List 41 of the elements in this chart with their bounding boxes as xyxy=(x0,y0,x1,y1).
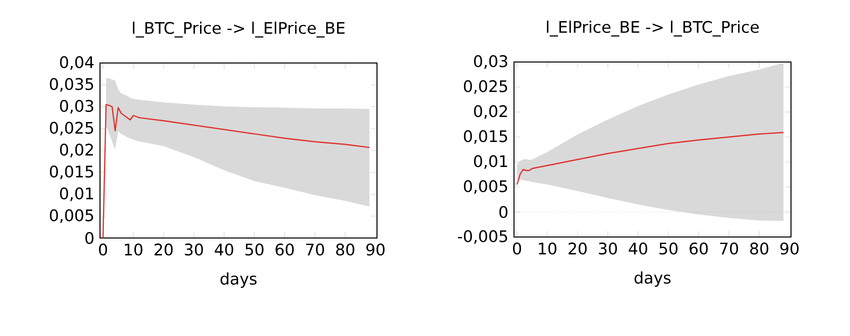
x-tick-label: 40 xyxy=(628,242,648,255)
y-tick-label: 0,025 xyxy=(50,122,94,136)
y-tick-label: 0,02 xyxy=(60,144,93,158)
x-tick-label: 60 xyxy=(690,242,708,255)
x-tick-label: 70 xyxy=(306,244,324,256)
y-tick-label: 0,015 xyxy=(50,166,94,180)
y-tick-label: -0,005 xyxy=(458,230,508,244)
x-tick-label: 0 xyxy=(99,244,108,256)
y-tick-label: 0 xyxy=(85,232,94,244)
x-tick-label: 90 xyxy=(366,244,385,256)
y-tick-label: 0,01 xyxy=(60,187,94,202)
x-tick-label: 90 xyxy=(780,242,799,255)
x-tick-label: 10 xyxy=(124,244,142,256)
y-tick-label: 0,03 xyxy=(474,55,508,69)
x-tick-label: 80 xyxy=(750,242,768,255)
x-tick-label: 40 xyxy=(214,244,234,256)
y-tick-label: 0,025 xyxy=(464,80,508,94)
x-axis-title: days xyxy=(220,272,257,288)
x-axis-title: days xyxy=(634,271,671,287)
y-tick-label: 0,005 xyxy=(464,180,508,194)
y-tick-label: 0,02 xyxy=(474,105,507,119)
x-tick-label: 20 xyxy=(154,244,173,256)
x-tick-label: 0 xyxy=(513,242,522,255)
x-tick-label: 60 xyxy=(276,244,294,256)
x-tick-label: 50 xyxy=(245,244,264,256)
y-tick-label: 0,03 xyxy=(60,100,94,114)
x-tick-label: 30 xyxy=(184,244,203,256)
y-tick-label: 0,01 xyxy=(474,155,508,169)
x-tick-label: 30 xyxy=(598,242,617,255)
chart-title: l_ElPrice_BE -> l_BTC_Price xyxy=(546,20,759,37)
x-tick-label: 80 xyxy=(336,244,354,256)
y-tick-label: 0,04 xyxy=(60,56,94,70)
x-tick-label: 70 xyxy=(720,242,738,255)
y-tick-label: 0,005 xyxy=(50,209,94,223)
y-tick-label: 0,035 xyxy=(50,78,94,92)
y-tick-label: 0,015 xyxy=(464,130,508,144)
x-tick-label: 20 xyxy=(568,242,587,255)
x-tick-label: 50 xyxy=(659,242,678,255)
chart-title: l_BTC_Price -> l_ElPrice_BE xyxy=(132,22,345,38)
y-tick-label: 0 xyxy=(499,206,508,218)
x-tick-label: 10 xyxy=(538,242,556,255)
